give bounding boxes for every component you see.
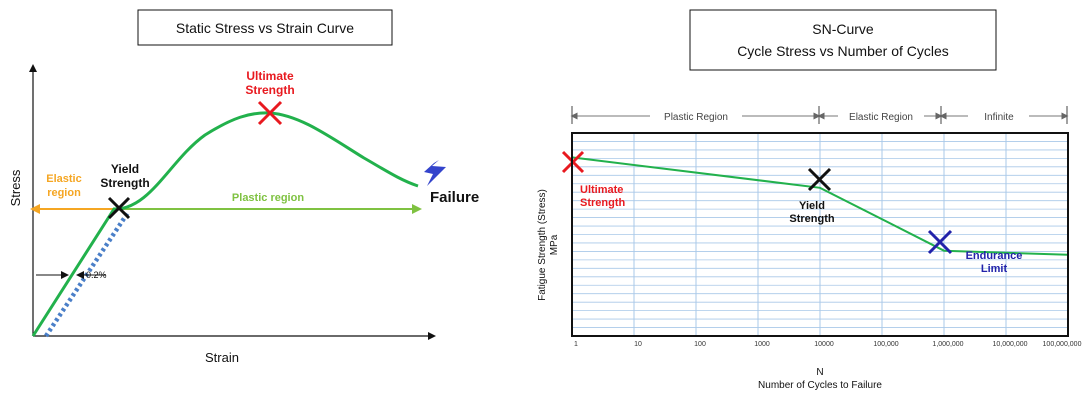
sn-y-axis-label-2: MPa [549,234,560,255]
left-title: Static Stress vs Strain Curve [176,20,354,36]
sn-x-tick-label: 10 [634,341,642,348]
left-yield-marker [107,196,131,220]
sn-x-axis-label-2: Number of Cycles to Failure [758,380,882,391]
plastic-region-bracket-label: Plastic Region [664,112,728,123]
left-ultimate-label-2: Strength [245,83,294,97]
lightning-icon [424,160,446,186]
sn-x-tick-label: 100,000,000 [1043,341,1082,348]
stress-strain-chart: Static Stress vs Strain Curve Stress Str… [8,9,479,365]
sn-x-tick-label: 10,000,000 [992,341,1027,348]
right-title-box [689,9,997,71]
sn-ultimate-label-1: Ultimate [580,184,623,196]
stress-strain-curve [31,111,419,337]
sn-curve-line [571,156,1069,256]
offset-label: 0.2% [86,270,107,280]
offset-dotted-line [44,209,131,338]
plastic-region-label: Plastic region [232,192,304,204]
left-yield-label-2: Strength [100,176,149,190]
sn-plot-border [571,132,1069,337]
sn-x-tick-label: 100,000 [873,341,898,348]
sn-endurance-label-1: Endurance [966,250,1023,262]
right-title-1: SN-Curve [812,21,874,37]
sn-endurance-marker [927,229,953,255]
sn-x-tick-label: 1000 [754,341,770,348]
left-y-axis-label: Stress [8,169,23,206]
sn-x-tick-label: 1 [574,341,578,348]
sn-x-axis-label-1: N [816,367,823,378]
left-yield-label-1: Yield [111,162,139,176]
left-ultimate-label-1: Ultimate [246,69,294,83]
sn-x-tick-label: 1,000,000 [932,341,963,348]
left-x-axis-label: Strain [205,350,239,365]
right-title-2: Cycle Stress vs Number of Cycles [737,43,949,59]
sn-curve-chart: SN-Curve Cycle Stress vs Number of Cycle… [537,9,1082,391]
left-ultimate-marker [257,100,283,126]
failure-label: Failure [430,189,479,206]
sn-yield-label-2: Strength [789,213,835,225]
left-title-box [137,9,393,46]
elastic-region-label-1: Elastic [46,173,81,185]
sn-yield-marker [807,167,832,192]
sn-grid [572,133,1068,336]
sn-yield-label-1: Yield [799,200,825,212]
sn-x-tick-labels: 1 10 100 1000 10000 100,000 1,000,000 10,000,00… [574,341,1082,348]
elastic-region-label-2: region [47,187,81,199]
elastic-region-bracket-label: Elastic Region [849,112,913,123]
region-brackets [570,106,1069,124]
sn-ultimate-label-2: Strength [580,197,626,209]
infinite-region-bracket-label: Infinite [984,112,1014,123]
sn-x-tick-label: 100 [694,341,706,348]
sn-x-tick-label: 10000 [814,341,834,348]
sn-endurance-label-2: Limit [981,263,1008,275]
sn-y-axis-label-1: Fatigue Strength (Stress) [537,189,548,301]
